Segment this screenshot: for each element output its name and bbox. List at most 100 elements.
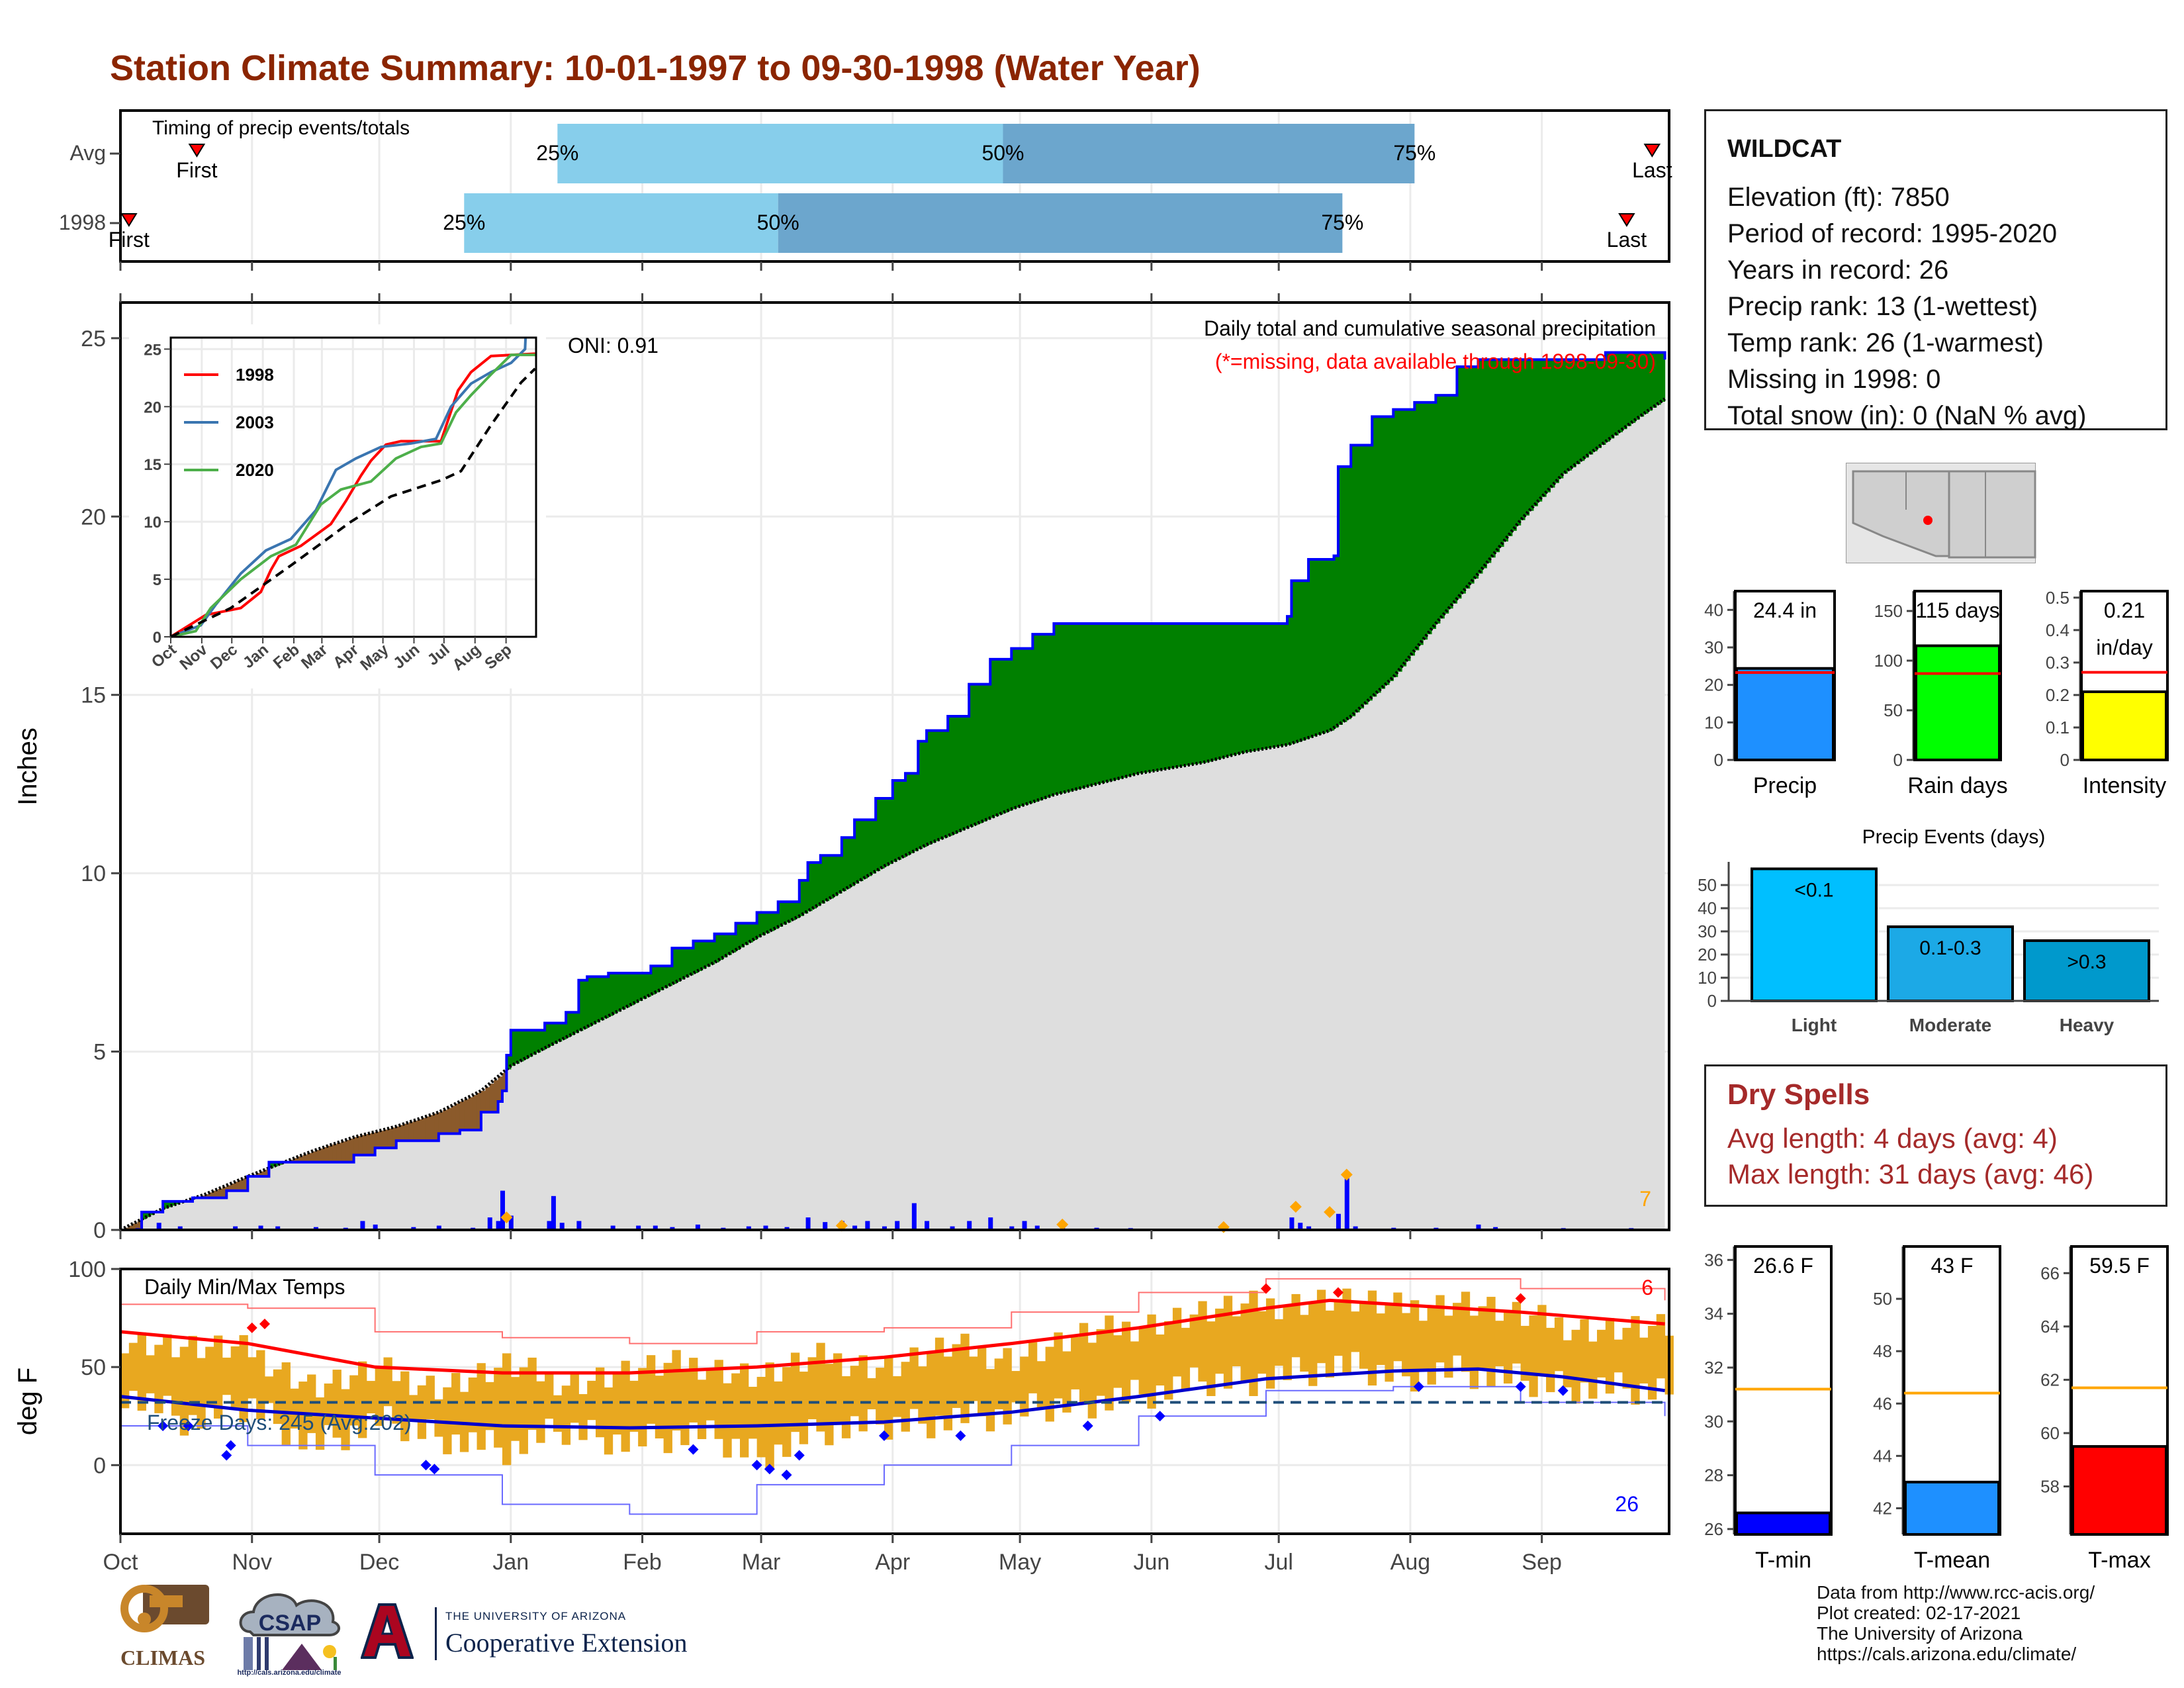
above-average-fill [1215, 623, 1220, 760]
above-average-fill [1381, 416, 1386, 689]
record-low-marker [794, 1450, 805, 1461]
month-label: Nov [232, 1550, 272, 1575]
daily-precip-bar [1476, 1224, 1481, 1230]
ua-cooperative-extension-logo[interactable]: THE UNIVERSITY OF ARIZONA Cooperative Ex… [360, 1602, 745, 1665]
record-high-marker [246, 1322, 257, 1333]
below-average-fill [230, 1183, 236, 1191]
above-average-fill [540, 1030, 545, 1051]
above-average-fill [948, 716, 953, 836]
daily-temp-bar [731, 1373, 741, 1439]
inset-y-tick-label: 0 [153, 629, 161, 647]
event-bar [1751, 867, 1878, 1002]
daily-temp-bar [281, 1362, 291, 1445]
month-label: Mar [742, 1550, 781, 1575]
daily-temp-bar [604, 1387, 614, 1455]
y-tick-label: 48 [1873, 1341, 1892, 1361]
above-average-fill [1244, 623, 1250, 752]
above-average-fill [1304, 581, 1309, 739]
daily-temp-bar [1045, 1346, 1054, 1422]
above-average-fill [1045, 634, 1050, 798]
above-average-fill [1228, 623, 1233, 757]
above-average-fill [1559, 359, 1564, 479]
ua-block-a-icon [360, 1602, 414, 1662]
below-average-fill [302, 1154, 308, 1162]
y-tick-label: 46 [1873, 1393, 1892, 1413]
daily-temp-bar [918, 1366, 927, 1424]
above-average-fill [269, 1162, 274, 1168]
daily-temp-bar [120, 1353, 130, 1409]
record-low-marker [955, 1430, 966, 1441]
above-average-fill [897, 780, 902, 860]
above-average-fill [1279, 623, 1284, 747]
temp-frame [119, 1268, 1670, 1535]
below-average-fill [392, 1127, 397, 1149]
below-average-fill [328, 1145, 334, 1162]
above-average-fill [545, 1023, 550, 1049]
value-bar [1735, 1511, 1831, 1536]
y-tick-label: 40 [1698, 898, 1717, 918]
unit-label: in/day [2096, 635, 2152, 659]
record-precip-marker [1289, 1200, 1302, 1213]
above-average-fill [1643, 352, 1649, 414]
daily-temp-bar [960, 1333, 970, 1423]
above-average-fill [1516, 359, 1522, 526]
above-average-fill [642, 973, 647, 999]
below-average-fill [387, 1128, 392, 1149]
above-average-fill [1050, 634, 1055, 796]
above-average-fill [1240, 623, 1246, 753]
above-average-fill [1448, 395, 1453, 609]
daily-temp-bar [1639, 1337, 1649, 1383]
daily-precip-bar [360, 1221, 365, 1230]
credit-university: The University of Arizona [1817, 1623, 2023, 1644]
above-average-fill [973, 684, 978, 825]
above-average-fill [146, 1212, 151, 1217]
value-bar [2071, 1445, 2167, 1536]
bar-title: Precip [1753, 773, 1817, 798]
daily-temp-bar [561, 1385, 571, 1445]
daily-precip-bar [865, 1221, 870, 1230]
daily-temp-bar [1325, 1310, 1335, 1378]
record-high-marker [259, 1318, 270, 1329]
precip-events-chart: Precip Events (days) 0 10 20 30 40 50 <0.1 Light… [1698, 826, 2159, 1035]
daily-temp-bar [1418, 1321, 1428, 1370]
daily-precip-bar [436, 1225, 441, 1230]
daily-precip-bar [925, 1221, 930, 1230]
above-average-fill [1482, 359, 1487, 569]
above-average-fill [1092, 623, 1097, 786]
above-average-fill [612, 973, 617, 1014]
daily-precip-bar [805, 1217, 811, 1230]
daily-temp-bar [1334, 1299, 1343, 1356]
station-snow: Total snow (in): 0 (NaN % avg) [1727, 401, 2087, 430]
record-low-marker [878, 1430, 889, 1441]
above-average-fill [536, 1030, 541, 1053]
above-average-fill [1003, 659, 1008, 813]
daily-temp-bar [1453, 1303, 1462, 1356]
csap-logo[interactable]: CSAP http://cals.arizona.edu/climate [230, 1585, 348, 1678]
page-title: Station Climate Summary: 10-01-1997 to 0… [110, 48, 1201, 88]
above-average-fill [913, 773, 919, 851]
above-average-fill [731, 933, 737, 953]
daily-temp-bar [833, 1353, 842, 1423]
above-average-fill [710, 941, 715, 965]
daily-precip-bar [852, 1225, 858, 1230]
above-average-fill [985, 684, 991, 820]
above-average-fill [1028, 648, 1033, 804]
y-tick-label: 15 [81, 683, 106, 708]
y-tick-label: 62 [2040, 1370, 2060, 1389]
value-label: 115 days [1915, 598, 2000, 622]
climas-logo[interactable]: CLIMAS [110, 1582, 216, 1675]
y-tick-label: 5 [93, 1040, 106, 1065]
daily-temp-bar [756, 1376, 766, 1458]
daily-temp-bar [901, 1362, 910, 1432]
daily-temp-bar [1274, 1319, 1284, 1366]
above-average-fill [1300, 581, 1305, 741]
y-tick-label: 58 [2040, 1477, 2060, 1497]
dry-spells-avg: Avg length: 4 days (avg: 4) [1727, 1123, 2058, 1154]
above-average-fill [1287, 616, 1293, 745]
first-event-marker [120, 213, 138, 227]
above-average-fill [943, 730, 948, 838]
inset-series-line [170, 353, 535, 638]
record-low-marker [1082, 1421, 1093, 1432]
below-average-fill [473, 1095, 478, 1131]
above-average-fill [1508, 359, 1513, 536]
